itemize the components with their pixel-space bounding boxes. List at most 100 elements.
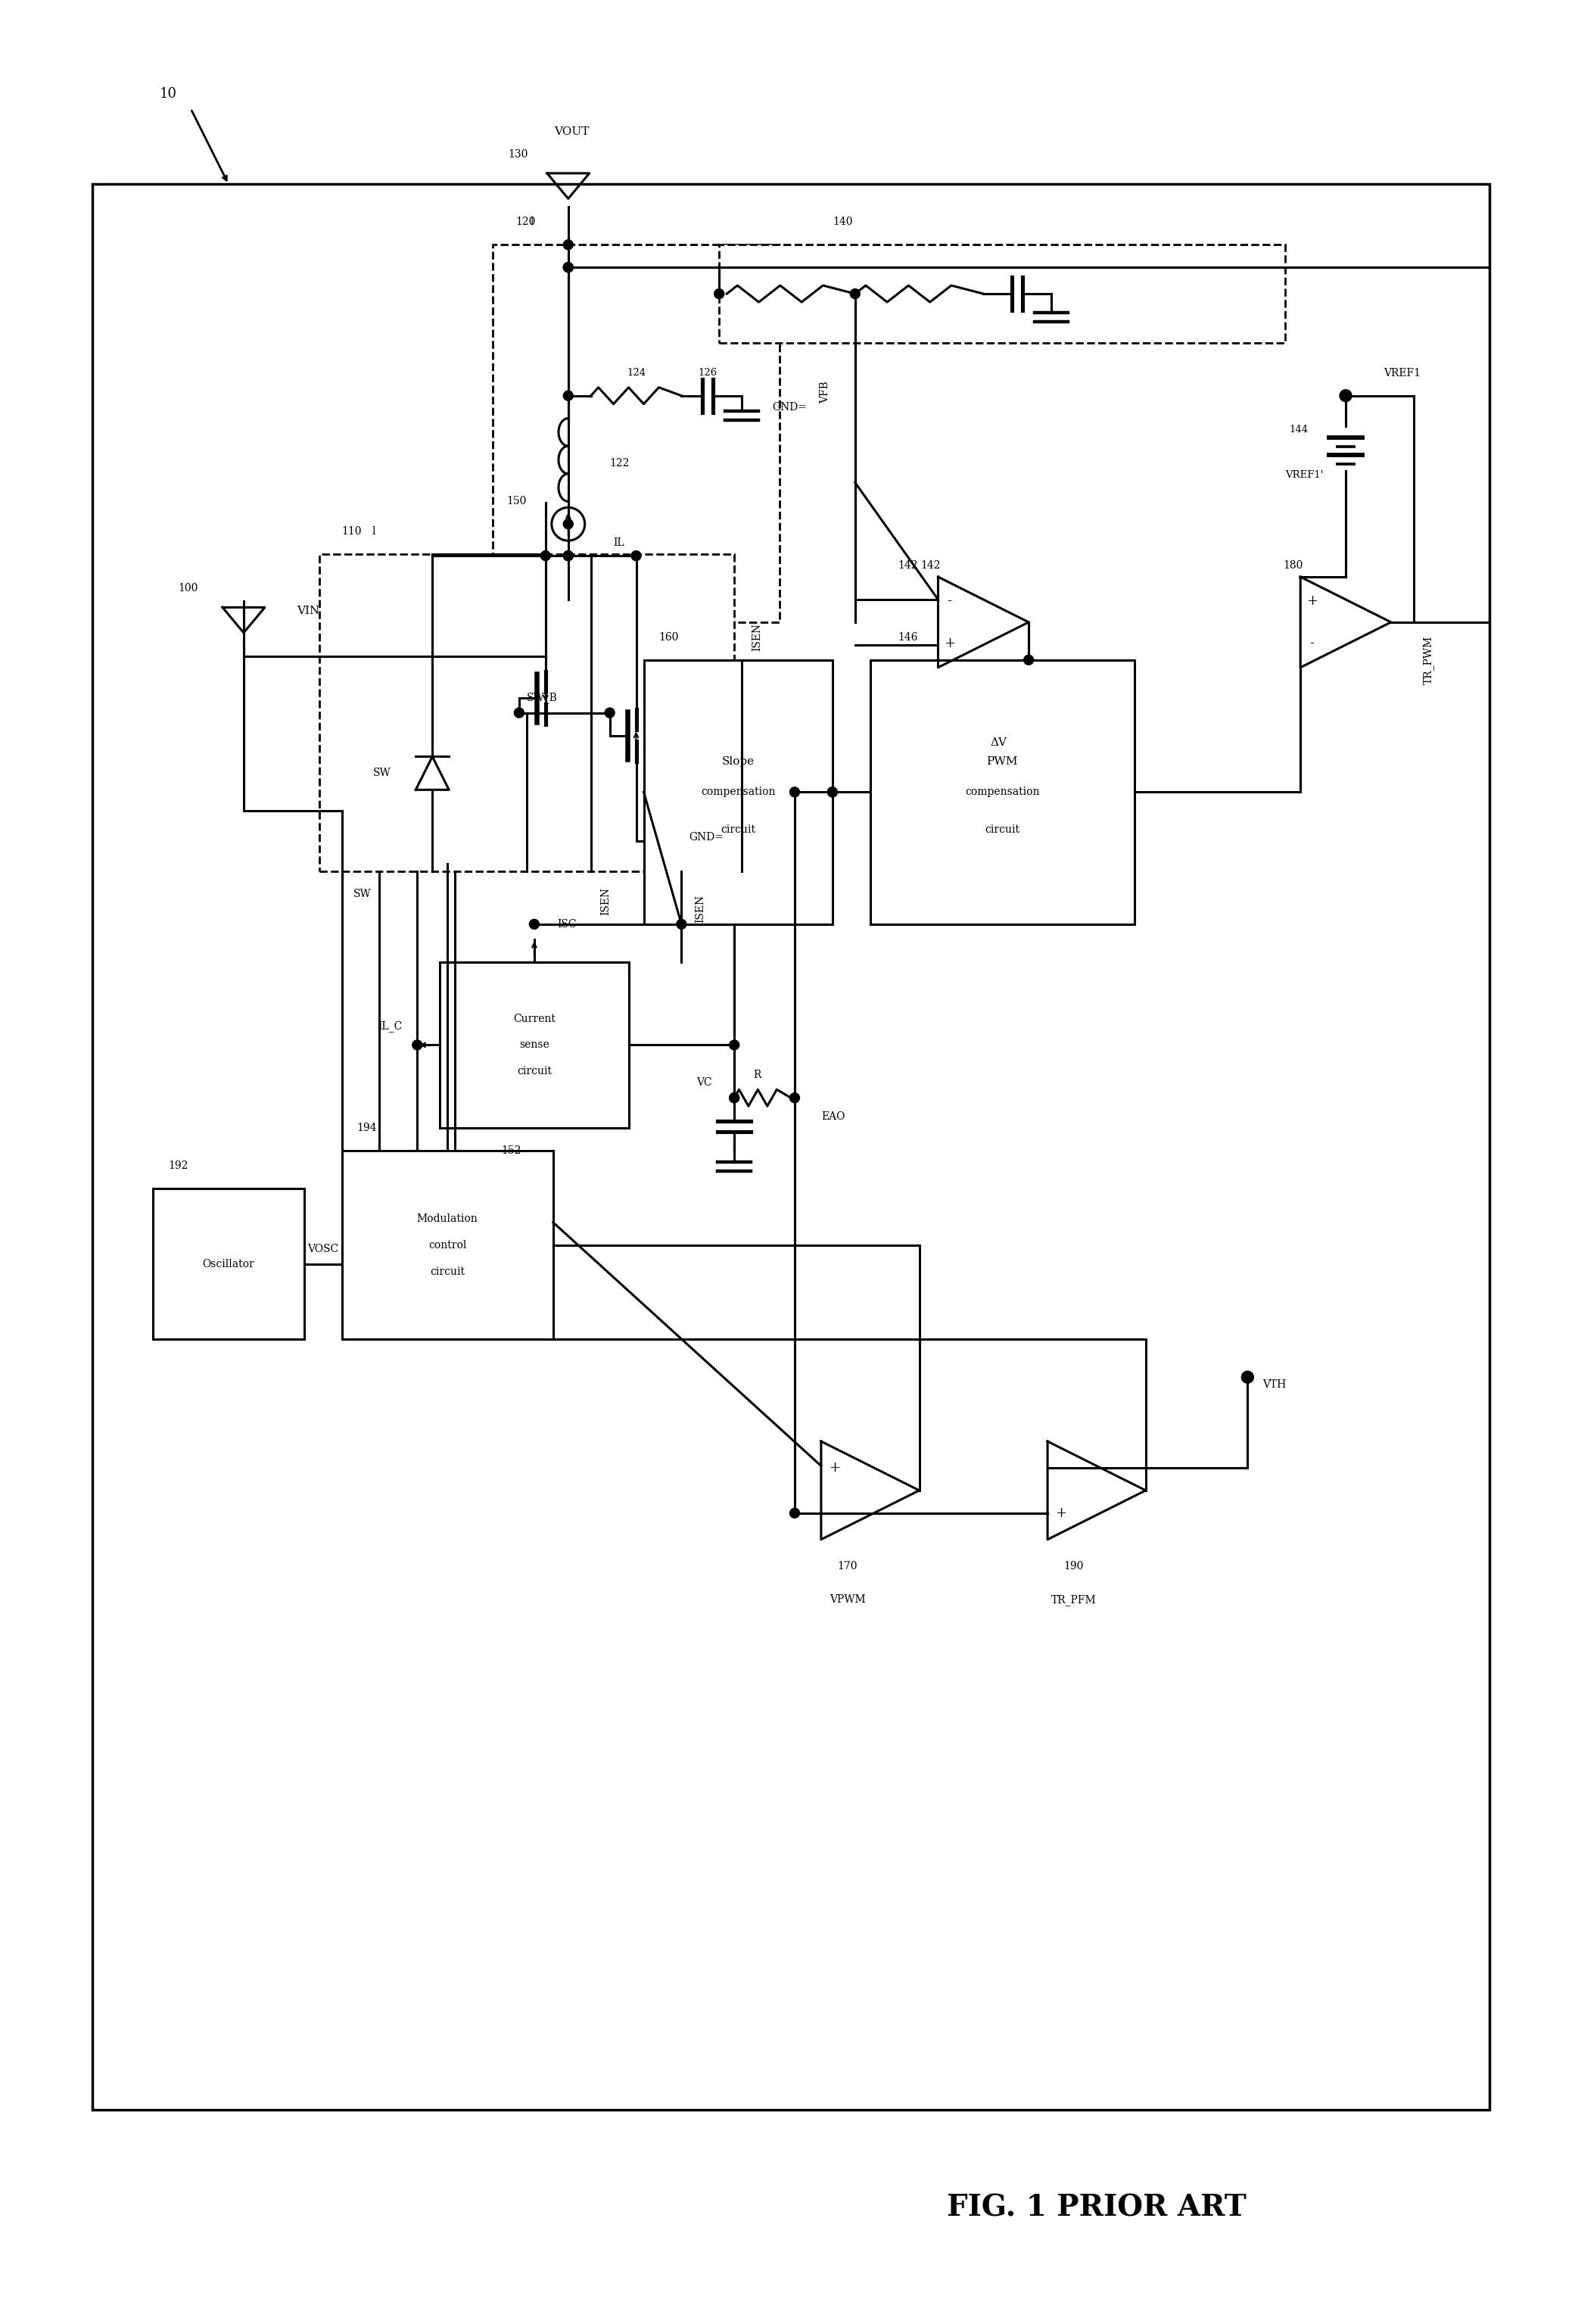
Text: 160: 160 bbox=[658, 632, 679, 644]
Text: Modulation: Modulation bbox=[417, 1213, 477, 1225]
Circle shape bbox=[564, 239, 573, 249]
Text: sense: sense bbox=[520, 1039, 550, 1050]
Bar bbox=[720, 244, 1285, 344]
Circle shape bbox=[827, 788, 838, 797]
Text: circuit: circuit bbox=[430, 1267, 465, 1276]
Text: Slope: Slope bbox=[721, 758, 754, 767]
Text: VREF1: VREF1 bbox=[1383, 367, 1421, 379]
Bar bbox=[153, 1188, 304, 1339]
Bar bbox=[439, 962, 628, 1127]
Text: VOUT: VOUT bbox=[554, 125, 589, 137]
Circle shape bbox=[1024, 655, 1033, 665]
Text: Current: Current bbox=[513, 1013, 556, 1025]
Circle shape bbox=[789, 1508, 800, 1518]
Text: GND=: GND= bbox=[688, 832, 725, 844]
Text: 180: 180 bbox=[1284, 560, 1303, 572]
Text: PWM: PWM bbox=[986, 758, 1017, 767]
Text: compensation: compensation bbox=[701, 788, 775, 797]
Text: SW: SW bbox=[353, 888, 372, 899]
Circle shape bbox=[827, 788, 838, 797]
Circle shape bbox=[1340, 390, 1351, 402]
Text: ISC: ISC bbox=[558, 918, 576, 930]
Text: IL: IL bbox=[614, 537, 625, 548]
Text: 142: 142 bbox=[898, 560, 918, 572]
Text: 152: 152 bbox=[501, 1146, 521, 1155]
Text: 120: 120 bbox=[515, 216, 536, 228]
Circle shape bbox=[564, 518, 573, 530]
Text: IL_C: IL_C bbox=[378, 1020, 402, 1032]
Text: 126: 126 bbox=[698, 367, 718, 379]
Text: SW: SW bbox=[373, 767, 391, 779]
Text: TR_PWM: TR_PWM bbox=[1424, 637, 1435, 683]
Text: compensation: compensation bbox=[965, 788, 1040, 797]
Bar bbox=[342, 1150, 553, 1339]
Text: TR_PFM: TR_PFM bbox=[1052, 1594, 1096, 1606]
Text: 190: 190 bbox=[1065, 1562, 1084, 1571]
Bar bbox=[644, 660, 833, 925]
Circle shape bbox=[413, 1041, 422, 1050]
Text: +: + bbox=[828, 1462, 841, 1476]
Text: ΔV: ΔV bbox=[991, 737, 1006, 748]
Bar bbox=[93, 184, 1488, 2110]
Circle shape bbox=[729, 1092, 739, 1102]
Text: VIN: VIN bbox=[296, 607, 320, 616]
Text: 100: 100 bbox=[178, 583, 198, 593]
Text: 122: 122 bbox=[610, 458, 630, 469]
Text: l: l bbox=[372, 525, 375, 537]
Text: 110: 110 bbox=[342, 525, 362, 537]
Circle shape bbox=[789, 1092, 800, 1102]
Circle shape bbox=[564, 263, 573, 272]
Text: SW_B: SW_B bbox=[526, 693, 558, 704]
Text: R: R bbox=[753, 1069, 761, 1081]
Circle shape bbox=[729, 1092, 739, 1102]
Text: 140: 140 bbox=[833, 216, 852, 228]
Text: l: l bbox=[531, 216, 534, 228]
Text: 130: 130 bbox=[507, 149, 528, 160]
Text: circuit: circuit bbox=[517, 1067, 551, 1076]
Circle shape bbox=[564, 390, 573, 400]
Circle shape bbox=[515, 709, 524, 718]
Text: VFB: VFB bbox=[819, 381, 830, 402]
Circle shape bbox=[632, 551, 641, 560]
Circle shape bbox=[715, 288, 724, 300]
Text: 194: 194 bbox=[358, 1122, 376, 1134]
Text: 170: 170 bbox=[838, 1562, 857, 1571]
Circle shape bbox=[729, 1041, 739, 1050]
Text: 192: 192 bbox=[169, 1160, 187, 1171]
Circle shape bbox=[789, 788, 800, 797]
Text: ISEN: ISEN bbox=[695, 895, 706, 923]
Text: +: + bbox=[943, 637, 954, 651]
Text: -: - bbox=[1309, 637, 1314, 651]
Circle shape bbox=[529, 920, 539, 930]
Text: 144: 144 bbox=[1288, 425, 1307, 435]
Bar bbox=[493, 244, 780, 623]
Text: Oscillator: Oscillator bbox=[203, 1260, 255, 1269]
Bar bbox=[320, 553, 734, 872]
Text: control: control bbox=[428, 1239, 466, 1250]
Text: -: - bbox=[1058, 1462, 1063, 1476]
Text: VC: VC bbox=[696, 1078, 712, 1088]
Text: -: - bbox=[947, 595, 951, 609]
Text: ISEN: ISEN bbox=[600, 888, 611, 916]
Text: -: - bbox=[833, 1506, 836, 1520]
Text: 124: 124 bbox=[627, 367, 646, 379]
Bar bbox=[869, 660, 1134, 925]
Text: FIG. 1 PRIOR ART: FIG. 1 PRIOR ART bbox=[947, 2194, 1246, 2222]
Circle shape bbox=[1241, 1371, 1254, 1383]
Text: VTH: VTH bbox=[1263, 1380, 1287, 1390]
Circle shape bbox=[564, 551, 573, 560]
Text: ISEN: ISEN bbox=[751, 623, 762, 651]
Text: +: + bbox=[1306, 595, 1317, 609]
Circle shape bbox=[540, 551, 551, 560]
Text: +: + bbox=[1055, 1506, 1066, 1520]
Circle shape bbox=[677, 920, 687, 930]
Text: VPWM: VPWM bbox=[830, 1594, 866, 1606]
Text: VREF1': VREF1' bbox=[1285, 469, 1323, 479]
Text: EAO: EAO bbox=[821, 1111, 844, 1122]
Text: 10: 10 bbox=[159, 86, 176, 100]
Text: 150: 150 bbox=[507, 495, 526, 507]
Circle shape bbox=[850, 288, 860, 300]
Circle shape bbox=[564, 551, 573, 560]
Text: 142: 142 bbox=[920, 560, 940, 572]
Circle shape bbox=[605, 709, 614, 718]
